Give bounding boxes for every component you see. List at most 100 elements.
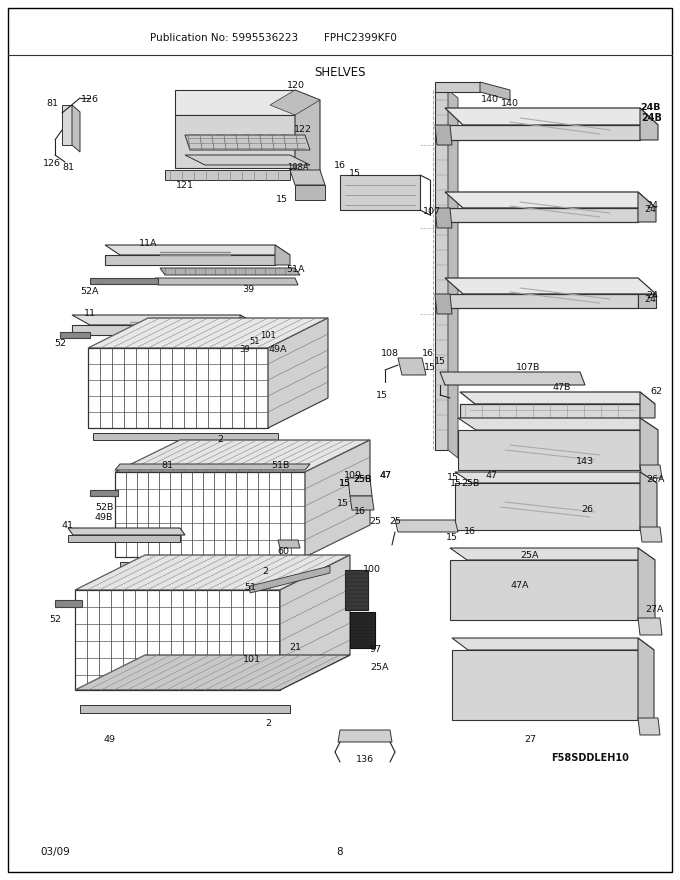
Polygon shape bbox=[345, 570, 368, 610]
Text: 15: 15 bbox=[424, 363, 436, 372]
Polygon shape bbox=[348, 478, 372, 496]
Text: 15: 15 bbox=[450, 480, 462, 488]
Polygon shape bbox=[182, 338, 265, 344]
Polygon shape bbox=[445, 192, 656, 208]
Polygon shape bbox=[155, 278, 298, 285]
Text: 47: 47 bbox=[379, 472, 391, 480]
Text: 2: 2 bbox=[265, 718, 271, 728]
Polygon shape bbox=[281, 135, 293, 145]
Text: 15: 15 bbox=[339, 480, 351, 488]
Polygon shape bbox=[640, 465, 662, 478]
Polygon shape bbox=[638, 294, 656, 308]
Polygon shape bbox=[185, 155, 310, 165]
Polygon shape bbox=[445, 294, 638, 308]
Text: 24: 24 bbox=[646, 290, 658, 299]
Text: 101: 101 bbox=[260, 331, 276, 340]
Polygon shape bbox=[295, 185, 325, 200]
Polygon shape bbox=[268, 135, 280, 145]
Text: 81: 81 bbox=[62, 163, 74, 172]
Text: 81: 81 bbox=[46, 99, 58, 107]
Text: 52: 52 bbox=[54, 339, 66, 348]
Polygon shape bbox=[175, 90, 295, 115]
Text: 136: 136 bbox=[356, 756, 374, 765]
Text: 24B: 24B bbox=[640, 104, 660, 113]
Text: 49A: 49A bbox=[269, 346, 287, 355]
Polygon shape bbox=[458, 430, 640, 470]
Text: 140: 140 bbox=[481, 96, 499, 105]
Polygon shape bbox=[80, 705, 290, 713]
Text: 41: 41 bbox=[62, 520, 74, 530]
Polygon shape bbox=[638, 192, 656, 222]
Polygon shape bbox=[480, 82, 510, 100]
Text: F58SDDLEH10: F58SDDLEH10 bbox=[551, 753, 629, 763]
Text: 15: 15 bbox=[376, 391, 388, 400]
Polygon shape bbox=[90, 278, 158, 284]
Text: 108A: 108A bbox=[287, 163, 309, 172]
Polygon shape bbox=[452, 650, 638, 720]
Polygon shape bbox=[175, 115, 295, 168]
Polygon shape bbox=[640, 392, 655, 418]
Polygon shape bbox=[445, 125, 640, 140]
Text: 24: 24 bbox=[644, 206, 656, 215]
Polygon shape bbox=[72, 315, 258, 325]
Polygon shape bbox=[75, 655, 350, 690]
Text: 60: 60 bbox=[277, 547, 289, 556]
Text: 97: 97 bbox=[369, 646, 381, 655]
Polygon shape bbox=[455, 483, 640, 530]
Polygon shape bbox=[165, 170, 290, 180]
Polygon shape bbox=[398, 358, 426, 375]
Text: 25: 25 bbox=[369, 517, 381, 526]
Text: 2: 2 bbox=[217, 436, 223, 444]
Polygon shape bbox=[268, 318, 328, 428]
Text: 25B: 25B bbox=[353, 475, 371, 485]
Polygon shape bbox=[68, 535, 180, 542]
Polygon shape bbox=[72, 325, 240, 335]
Text: 49B: 49B bbox=[95, 514, 113, 523]
Text: 25B: 25B bbox=[461, 480, 479, 488]
Polygon shape bbox=[75, 555, 350, 590]
Polygon shape bbox=[638, 718, 660, 735]
Text: 47A: 47A bbox=[511, 581, 529, 590]
Polygon shape bbox=[435, 125, 452, 145]
Polygon shape bbox=[458, 418, 658, 430]
Text: 107: 107 bbox=[423, 208, 441, 216]
Polygon shape bbox=[290, 170, 325, 185]
Text: 26A: 26A bbox=[647, 475, 665, 485]
Text: 52A: 52A bbox=[81, 288, 99, 297]
Polygon shape bbox=[242, 135, 254, 145]
Text: 24: 24 bbox=[644, 296, 656, 304]
Polygon shape bbox=[455, 472, 657, 483]
Polygon shape bbox=[640, 527, 662, 542]
Polygon shape bbox=[638, 638, 654, 720]
Text: 24B: 24B bbox=[641, 113, 662, 123]
Polygon shape bbox=[340, 175, 420, 210]
Text: 39: 39 bbox=[242, 285, 254, 295]
Text: 16: 16 bbox=[422, 349, 434, 358]
Polygon shape bbox=[275, 245, 290, 265]
Polygon shape bbox=[445, 208, 638, 222]
Text: 16: 16 bbox=[354, 508, 366, 517]
Polygon shape bbox=[60, 332, 90, 338]
Polygon shape bbox=[68, 528, 185, 535]
Text: 49: 49 bbox=[104, 736, 116, 744]
Polygon shape bbox=[452, 638, 654, 650]
Polygon shape bbox=[278, 540, 300, 548]
Polygon shape bbox=[90, 490, 118, 496]
Text: 51: 51 bbox=[250, 338, 260, 347]
Text: 47: 47 bbox=[486, 472, 498, 480]
Text: 100: 100 bbox=[363, 566, 381, 575]
Text: 15: 15 bbox=[434, 357, 446, 366]
Text: 62: 62 bbox=[650, 387, 662, 397]
Polygon shape bbox=[640, 472, 657, 530]
Polygon shape bbox=[338, 730, 392, 742]
Text: 120: 120 bbox=[287, 82, 305, 91]
Polygon shape bbox=[190, 135, 202, 145]
Text: 47: 47 bbox=[379, 472, 391, 480]
Text: 27A: 27A bbox=[646, 605, 664, 614]
Text: 81: 81 bbox=[161, 461, 173, 471]
Text: 101: 101 bbox=[243, 656, 261, 664]
Polygon shape bbox=[229, 135, 241, 145]
Polygon shape bbox=[115, 464, 310, 470]
Polygon shape bbox=[270, 90, 320, 115]
Text: 2: 2 bbox=[262, 567, 268, 576]
